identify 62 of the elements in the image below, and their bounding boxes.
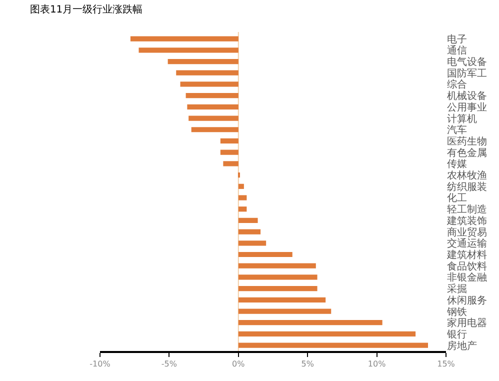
y-tick-label: 商业贸易 xyxy=(447,226,487,238)
x-tick-label: 5% xyxy=(301,359,314,368)
bar xyxy=(238,218,258,223)
bar xyxy=(186,93,238,98)
bar xyxy=(180,82,238,87)
y-tick-label: 银行 xyxy=(446,329,467,340)
y-tick-label: 电气设备 xyxy=(447,56,487,68)
y-tick-label: 建筑材料 xyxy=(446,249,487,262)
y-tick-label: 钢铁 xyxy=(446,306,467,318)
chart-title: 图表11月一级行业涨跌幅 xyxy=(30,4,143,16)
y-tick-label: 家用电器 xyxy=(447,317,487,330)
bar xyxy=(238,263,316,268)
bar xyxy=(220,150,238,155)
bar xyxy=(238,342,428,348)
bar xyxy=(238,308,332,314)
bar xyxy=(238,297,326,302)
y-tick-label: 采掘 xyxy=(447,283,467,296)
y-tick-label: 机械设备 xyxy=(447,90,487,102)
bar xyxy=(238,331,416,337)
bar xyxy=(238,195,247,200)
y-tick-label: 化工 xyxy=(447,192,467,204)
y-tick-label: 公用事业 xyxy=(447,101,487,114)
bar xyxy=(220,138,238,144)
y-tick-label: 房地产 xyxy=(447,340,477,352)
bar xyxy=(223,161,238,166)
bar xyxy=(191,127,238,132)
bar xyxy=(238,184,244,189)
y-tick-label: 汽车 xyxy=(447,124,467,136)
y-tick-label: 轻工制造 xyxy=(447,204,487,216)
bar xyxy=(130,36,238,42)
bar xyxy=(238,274,318,280)
bar xyxy=(238,286,318,292)
bar xyxy=(238,240,266,246)
x-tick-label: 0% xyxy=(232,359,246,368)
bar xyxy=(138,48,238,53)
bar xyxy=(188,116,238,121)
x-tick-label: 10% xyxy=(368,359,386,368)
bar xyxy=(168,58,238,64)
y-tick-label: 通信 xyxy=(447,44,467,57)
y-tick-label: 纺织服装 xyxy=(447,180,487,193)
y-tick-label: 建筑装饰 xyxy=(446,214,487,227)
y-tick-label: 有色金属 xyxy=(447,146,487,159)
bar xyxy=(238,320,382,326)
y-tick-label: 综合 xyxy=(447,78,467,91)
bar xyxy=(176,70,238,76)
bar xyxy=(187,104,238,110)
y-tick-label: 传媒 xyxy=(447,159,467,170)
y-tick-label: 食品饮料 xyxy=(447,260,487,272)
y-tick-label: 医药生物 xyxy=(447,135,487,148)
x-tick-label: -10% xyxy=(90,359,111,368)
x-tick-label: 15% xyxy=(437,359,456,368)
y-tick-label: 国防军工 xyxy=(447,67,487,80)
bar xyxy=(238,252,292,258)
y-tick-label: 农林牧渔 xyxy=(447,170,487,182)
y-tick-label: 计算机 xyxy=(447,112,477,125)
y-tick-label: 交通运输 xyxy=(447,238,487,250)
bar xyxy=(238,229,261,234)
bar xyxy=(238,206,247,212)
x-tick-label: -5% xyxy=(161,359,178,368)
y-tick-label: 休闲服务 xyxy=(447,294,487,306)
y-tick-label: 非银金融 xyxy=(447,272,487,284)
y-tick-label: 电子 xyxy=(447,33,467,46)
